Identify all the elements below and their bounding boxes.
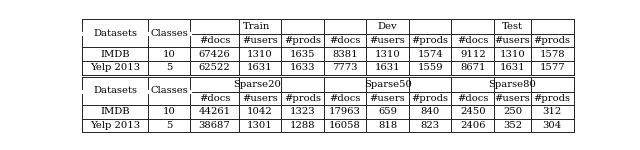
- Text: 67426: 67426: [198, 50, 230, 59]
- Text: 1574: 1574: [417, 50, 443, 59]
- Text: Yelp 2013: Yelp 2013: [90, 63, 140, 72]
- Text: #docs: #docs: [457, 94, 488, 103]
- Text: 1631: 1631: [500, 63, 525, 72]
- Text: #prods: #prods: [284, 36, 321, 45]
- Text: 1578: 1578: [540, 50, 565, 59]
- Text: IMDB: IMDB: [100, 107, 130, 116]
- Text: 38687: 38687: [198, 121, 230, 130]
- Text: #prods: #prods: [534, 94, 571, 103]
- Text: 840: 840: [420, 107, 440, 116]
- Text: 5: 5: [166, 121, 172, 130]
- Text: 1323: 1323: [290, 107, 316, 116]
- Text: #prods: #prods: [534, 36, 571, 45]
- Text: Sparse50: Sparse50: [364, 80, 412, 89]
- Text: 1042: 1042: [247, 107, 273, 116]
- Text: #docs: #docs: [199, 36, 230, 45]
- Text: 2406: 2406: [460, 121, 486, 130]
- Text: Classes: Classes: [150, 29, 188, 38]
- Text: 312: 312: [543, 107, 562, 116]
- Text: #prods: #prods: [412, 36, 449, 45]
- Text: #prods: #prods: [412, 94, 449, 103]
- Text: #users: #users: [242, 36, 278, 45]
- Text: 8381: 8381: [332, 50, 358, 59]
- Text: #docs: #docs: [457, 36, 488, 45]
- Text: 1310: 1310: [375, 50, 401, 59]
- Text: Datasets: Datasets: [93, 86, 137, 95]
- Text: 1559: 1559: [417, 63, 443, 72]
- Text: 8671: 8671: [460, 63, 486, 72]
- Text: 5: 5: [166, 63, 172, 72]
- Text: #docs: #docs: [199, 94, 230, 103]
- Text: 1310: 1310: [500, 50, 525, 59]
- Text: #docs: #docs: [330, 94, 361, 103]
- Text: 9112: 9112: [460, 50, 486, 59]
- Text: #users: #users: [495, 36, 531, 45]
- Text: Datasets: Datasets: [93, 29, 137, 38]
- Text: 823: 823: [420, 121, 440, 130]
- Text: IMDB: IMDB: [100, 50, 130, 59]
- Text: 1310: 1310: [247, 50, 273, 59]
- Text: 1635: 1635: [290, 50, 316, 59]
- Text: Sparse20: Sparse20: [233, 80, 281, 89]
- Text: 17963: 17963: [329, 107, 361, 116]
- Text: 10: 10: [163, 107, 175, 116]
- Text: 1301: 1301: [247, 121, 273, 130]
- Text: #docs: #docs: [330, 36, 361, 45]
- Text: 1633: 1633: [290, 63, 316, 72]
- Text: 659: 659: [378, 107, 397, 116]
- Text: Classes: Classes: [150, 86, 188, 95]
- Text: 352: 352: [503, 121, 522, 130]
- Text: #users: #users: [242, 94, 278, 103]
- Text: Yelp 2013: Yelp 2013: [90, 121, 140, 130]
- Text: #users: #users: [370, 94, 406, 103]
- Text: Train: Train: [243, 22, 271, 31]
- Text: 44261: 44261: [198, 107, 230, 116]
- Text: 1631: 1631: [247, 63, 273, 72]
- Text: 7773: 7773: [332, 63, 358, 72]
- Text: #users: #users: [370, 36, 406, 45]
- Text: 62522: 62522: [198, 63, 230, 72]
- Text: 1288: 1288: [290, 121, 316, 130]
- Text: 1631: 1631: [375, 63, 401, 72]
- Text: 2450: 2450: [460, 107, 486, 116]
- Text: Test: Test: [502, 22, 523, 31]
- Text: #prods: #prods: [284, 94, 321, 103]
- Text: #users: #users: [495, 94, 531, 103]
- Text: 818: 818: [378, 121, 397, 130]
- Text: 16058: 16058: [329, 121, 361, 130]
- Text: Sparse80: Sparse80: [488, 80, 536, 89]
- Text: 304: 304: [543, 121, 562, 130]
- Text: 10: 10: [163, 50, 175, 59]
- Text: 1577: 1577: [540, 63, 565, 72]
- Text: Dev: Dev: [378, 22, 397, 31]
- Text: 250: 250: [503, 107, 522, 116]
